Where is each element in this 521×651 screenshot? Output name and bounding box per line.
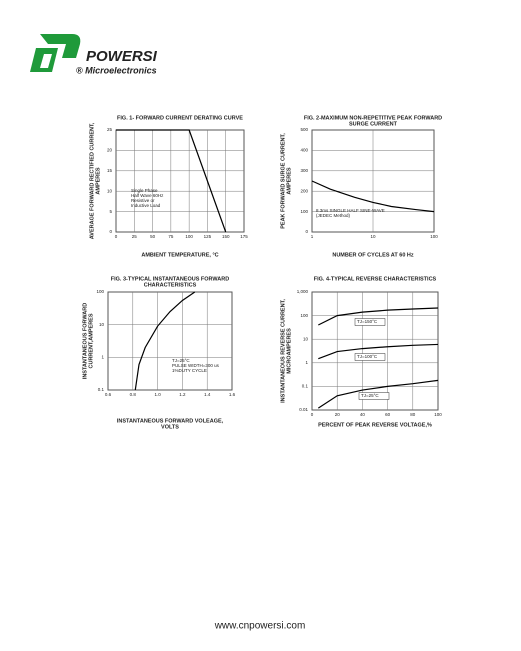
- series-line: [317, 379, 439, 409]
- y-tick-label: 200: [300, 188, 308, 193]
- annotation: TJ=25°C: [172, 358, 190, 363]
- series-label-box: [354, 353, 386, 361]
- y-tick-label: 100: [96, 289, 104, 294]
- x-tick-label: 50: [150, 234, 156, 239]
- x-tick-label: 0: [311, 412, 314, 417]
- chart-title: FIG. 4-TYPICAL REVERSE CHARACTERISTICS: [314, 276, 437, 282]
- annotation: PULSE WIDTH=300 us: [172, 363, 220, 368]
- y-tick-label: 20: [107, 148, 113, 153]
- x-tick-label: 60: [385, 412, 391, 417]
- x-axis-label: AMBIENT TEMPERATURE, °C: [141, 252, 218, 258]
- x-tick-label: 0.6: [105, 392, 112, 397]
- x-tick-label: 100: [185, 234, 193, 239]
- chart-title: SURGE CURRENT: [349, 121, 398, 127]
- series-line: [116, 129, 227, 233]
- x-tick-label: 10: [370, 234, 376, 239]
- y-tick-label: 400: [300, 148, 308, 153]
- series-label: TJ=25°C: [361, 393, 379, 398]
- y-tick-label: 10: [107, 188, 113, 193]
- logo-sub: ® Microelectronics: [76, 65, 157, 75]
- series-label-box: [358, 392, 390, 400]
- y-axis-label: MICROAMPERES: [286, 328, 292, 374]
- footer: www.cnpowersi.com: [214, 621, 306, 632]
- series-line: [318, 307, 439, 326]
- x-tick-label: 80: [410, 412, 416, 417]
- x-axis-label: VOLTS: [161, 424, 179, 430]
- chart-title: FIG. 3-TYPICAL INSTANTANEOUS FORWARD: [111, 276, 229, 282]
- y-axis-label: INSTANTANEOUS FORWARD: [82, 303, 88, 379]
- x-axis-label: NUMBER OF CYCLES AT 60 Hz: [332, 252, 414, 258]
- x-tick-label: 1.4: [204, 392, 211, 397]
- y-tick-label: 1: [101, 355, 104, 360]
- annotation: Half Wave 60Hz: [131, 193, 164, 198]
- y-tick-label: 0.1: [302, 384, 309, 389]
- chart-title: CHARACTERISTICS: [144, 282, 197, 288]
- annotation: (JEDEC Method): [316, 213, 351, 218]
- y-axis-label: AMPERES: [286, 167, 292, 195]
- y-axis-label: INSTANTANEOUS REVERSE CURRENT,: [280, 299, 286, 403]
- x-tick-label: 100: [430, 234, 438, 239]
- y-tick-label: 500: [300, 127, 308, 132]
- y-axis-label: CURRENT,AMPERES: [88, 313, 94, 368]
- x-tick-label: 125: [204, 234, 212, 239]
- chart-title: FIG. 1- FORWARD CURRENT DERATING CURVE: [117, 115, 243, 121]
- y-tick-label: 25: [107, 127, 113, 132]
- x-tick-label: 0.8: [130, 392, 137, 397]
- series-line: [311, 180, 435, 213]
- y-tick-label: 0: [109, 229, 112, 234]
- series-label-box: [354, 318, 386, 326]
- y-tick-label: 300: [300, 168, 308, 173]
- x-tick-label: 1: [311, 234, 314, 239]
- series-label: TJ=100°C: [357, 354, 378, 359]
- x-tick-label: 175: [240, 234, 248, 239]
- x-tick-label: 75: [168, 234, 174, 239]
- y-tick-label: 15: [107, 168, 113, 173]
- series-label: TJ=150°C: [357, 319, 378, 324]
- y-tick-label: 5: [109, 209, 112, 214]
- y-tick-label: 100: [300, 209, 308, 214]
- logo-mark: [30, 34, 81, 72]
- y-axis-label: PEAK FORWARD SURGE CURRENT,: [280, 133, 286, 229]
- annotation: Inductive Load: [131, 203, 161, 208]
- x-tick-label: 1.6: [229, 392, 236, 397]
- x-tick-label: 150: [222, 234, 230, 239]
- plot-frame: [115, 129, 245, 233]
- y-axis-label: AMPERES: [95, 167, 101, 195]
- y-axis-label: AVERAGE FORWARD RECTIFIED CURRENT,: [89, 122, 95, 239]
- y-tick-label: 10: [99, 322, 105, 327]
- y-tick-label: 1,000: [297, 289, 309, 294]
- x-tick-label: 40: [360, 412, 366, 417]
- x-tick-label: 1.2: [179, 392, 186, 397]
- x-tick-label: 100: [434, 412, 442, 417]
- y-tick-label: 1: [305, 360, 308, 365]
- x-tick-label: 0: [115, 234, 118, 239]
- x-tick-label: 1.0: [154, 392, 161, 397]
- x-axis-label: PERCENT OF PEAK REVERSE VOLTAGE,%: [318, 422, 432, 428]
- y-tick-label: 100: [300, 313, 308, 318]
- x-axis-label: INSTANTANEOUS FORWARD VOLEAGE,: [117, 418, 224, 424]
- y-tick-label: 0.01: [299, 407, 308, 412]
- chart-title: FIG. 2-MAXIMUM NON-REPETITIVE PEAK FORWA…: [304, 115, 442, 121]
- plot-frame: [107, 291, 233, 391]
- series-line: [134, 291, 196, 391]
- annotation: Single Phase: [131, 188, 158, 193]
- annotation: Resistive or: [131, 198, 155, 203]
- y-tick-label: 10: [303, 336, 309, 341]
- x-tick-label: 25: [132, 234, 138, 239]
- logo-name: POWERSI: [86, 48, 158, 65]
- x-tick-label: 20: [335, 412, 341, 417]
- annotation: 1%DUTY CYCLE: [172, 368, 207, 373]
- y-tick-label: 0: [305, 229, 308, 234]
- annotation: 8.3ms SINGLE HALF SINE-WAVE: [316, 208, 385, 213]
- y-tick-label: 0.1: [98, 387, 105, 392]
- series-line: [318, 343, 439, 360]
